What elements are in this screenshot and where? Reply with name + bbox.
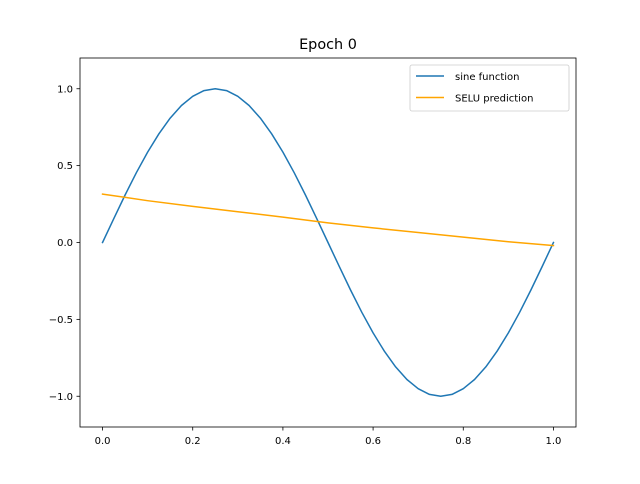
legend-label-0: sine function (455, 72, 520, 83)
chart-title: Epoch 0 (299, 37, 357, 53)
x-tick-label-0: 0.0 (95, 436, 111, 447)
x-tick-label-5: 1.0 (546, 436, 562, 447)
legend-label-1: SELU prediction (455, 94, 533, 105)
y-tick-label-0: −1.0 (49, 392, 73, 403)
legend-box (409, 64, 570, 112)
x-tick-label-3: 0.6 (365, 436, 381, 447)
y-tick-label-3: 0.5 (57, 161, 73, 172)
legend: sine function SELU prediction (409, 64, 570, 112)
y-tick-label-2: 0.0 (57, 238, 73, 249)
series-line-0 (101, 88, 555, 397)
plot-area: 0.0 0.2 0.4 0.6 0.8 1.0 −1.0 −0.5 0.0 0.5 1.0 (49, 57, 577, 447)
y-tick-label-4: 1.0 (57, 84, 73, 95)
x-tick-label-2: 0.4 (275, 436, 291, 447)
series-line-1 (101, 193, 555, 247)
x-tick-label-4: 0.8 (455, 436, 471, 447)
x-tick-label-1: 0.2 (185, 436, 201, 447)
y-tick-label-1: −0.5 (49, 315, 73, 326)
